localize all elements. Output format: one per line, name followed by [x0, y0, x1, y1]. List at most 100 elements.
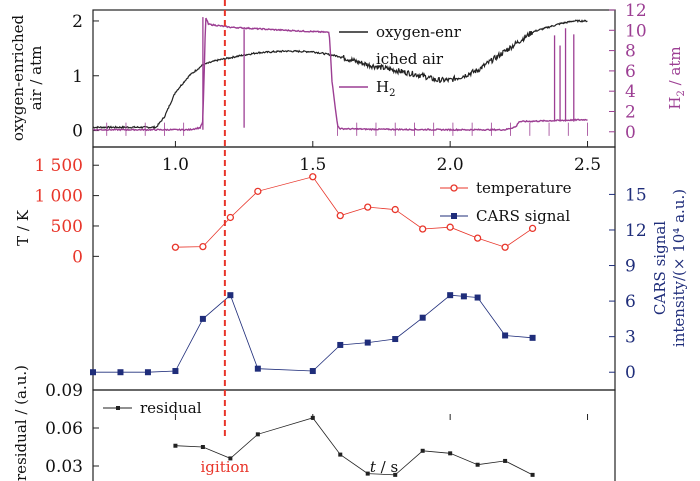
- middle-ytick2-label: 3: [625, 328, 636, 348]
- bottom-left-ylabel: residual / (a.u.): [12, 365, 30, 481]
- legend-oxygen-label: oxygen-enr: [376, 23, 462, 41]
- temperature-point: [336, 211, 344, 220]
- top-left-ylabel: oxygen-enriched air / atm: [9, 14, 45, 141]
- temperature-point: [391, 205, 399, 214]
- temperature-point: [419, 225, 427, 233]
- temperature-point: [309, 173, 317, 181]
- top-ylabel-line2: air / atm: [27, 46, 45, 111]
- bottom-ytick-label: 0.03: [45, 457, 83, 477]
- residual-point: [338, 452, 343, 457]
- middle-ytick-label: 0: [72, 247, 83, 267]
- middle-ytick2-label: 12: [625, 221, 647, 241]
- cars-point: [447, 292, 454, 299]
- cars-point: [199, 315, 206, 322]
- legend-residual-marker: [116, 406, 120, 410]
- legend-oxygen-label-2: iched air: [376, 50, 444, 68]
- middle-ytick2-label: 0: [625, 363, 636, 383]
- cars-point: [502, 332, 509, 339]
- residual-point: [503, 458, 508, 463]
- bottom-ytick-label: 0.09: [45, 381, 83, 401]
- top-xtick-label: 2.0: [437, 155, 464, 175]
- cars-point: [460, 293, 467, 300]
- top-ytick-label: 2: [72, 12, 83, 32]
- bottom-panel-frame: [92, 389, 616, 481]
- bottom-series-group: [173, 415, 535, 477]
- cars-point: [227, 292, 234, 299]
- h2-spikes: [106, 17, 588, 136]
- middle-ytick-label: 1 500: [34, 156, 83, 176]
- middle-ytick2-label: 6: [625, 292, 636, 312]
- top-ytick2-label: 8: [625, 42, 636, 62]
- temperature-point: [199, 242, 207, 251]
- cars-point: [144, 369, 151, 376]
- residual-point: [475, 462, 480, 467]
- ignition-label: igition: [201, 458, 250, 476]
- top-ytick2-label: 2: [625, 102, 636, 122]
- middle-left-ylabel: T / K: [14, 209, 32, 246]
- cars-point: [309, 368, 316, 375]
- temperature-point: [254, 187, 262, 195]
- middle-ytick-label: 1 000: [34, 187, 83, 207]
- residual-point: [310, 415, 315, 420]
- top-x-ticks: 1.0 1.5 2.0 2.5: [162, 141, 601, 175]
- temperature-point: [171, 243, 180, 251]
- top-legend: oxygen-enr iched air H2: [339, 23, 462, 99]
- cars-point: [392, 336, 399, 343]
- legend-cars-marker: [451, 213, 457, 219]
- residual-point: [393, 472, 398, 477]
- middle-panel: 0 500 1 000 1 500 0 3 6 9 12 15 temperature CARS…: [14, 146, 688, 391]
- cars-point: [172, 368, 179, 375]
- temperature-point: [364, 203, 372, 211]
- temperature-point: [501, 243, 509, 251]
- cars-point: [419, 314, 426, 321]
- top-left-axis: 0 1 2: [72, 12, 99, 142]
- cars-point: [90, 369, 96, 376]
- top-xtick-label: 1.0: [162, 155, 189, 175]
- cars-point: [529, 334, 536, 341]
- top-ytick2-label: 10: [625, 21, 647, 41]
- cars-points: [90, 292, 536, 376]
- residual-point: [255, 432, 260, 437]
- top-ytick-label: 1: [72, 67, 83, 87]
- top-xtick-label: 2.5: [574, 155, 601, 175]
- middle-ytick2-label: 9: [625, 257, 636, 277]
- residual-points: [173, 415, 535, 477]
- middle-right-axis: 0 3 6 9 12 15: [609, 185, 647, 383]
- cars-point: [474, 294, 481, 301]
- h2-line: [92, 17, 588, 132]
- temperature-points: [171, 173, 537, 251]
- bottom-panel: 0.03 0.06 0.09 residual residual / (a.u.): [12, 365, 616, 481]
- top-ylabel-line1: oxygen-enriched: [9, 14, 27, 141]
- top-series-group: [92, 17, 588, 136]
- bottom-legend: residual: [103, 399, 202, 417]
- residual-point: [365, 471, 370, 476]
- legend-cars-label: CARS signal: [476, 207, 570, 225]
- cars-point: [254, 365, 261, 372]
- legend-temp-marker: [450, 184, 458, 192]
- residual-point: [448, 451, 453, 456]
- middle-legend: temperature CARS signal: [440, 179, 572, 225]
- top-ytick2-label: 12: [625, 1, 647, 21]
- mid-ylabel2-line1: CARS signal: [651, 221, 669, 315]
- cars-point: [337, 341, 344, 348]
- top-ytick2-label: 4: [625, 82, 636, 102]
- temperature-point: [226, 213, 235, 222]
- top-ytick-label: 0: [72, 122, 83, 142]
- residual-point: [420, 448, 425, 453]
- temperature-point: [528, 224, 537, 233]
- mid-ylabel2-line2: intensity/(× 10⁴ a.u.): [670, 189, 688, 347]
- middle-series-group: [90, 173, 537, 376]
- temperature-point: [473, 234, 482, 242]
- cars-point: [364, 339, 371, 346]
- bottom-left-axis: 0.03 0.06 0.09: [45, 381, 99, 477]
- legend-residual-label: residual: [140, 399, 202, 417]
- top-xtick-label: 1.5: [299, 155, 326, 175]
- residual-point: [200, 445, 205, 449]
- middle-right-ylabel: CARS signal intensity/(× 10⁴ a.u.): [651, 189, 688, 347]
- bottom-ytick-label: 0.06: [45, 419, 83, 439]
- cars-point: [117, 369, 124, 376]
- middle-ytick-label: 500: [51, 217, 83, 237]
